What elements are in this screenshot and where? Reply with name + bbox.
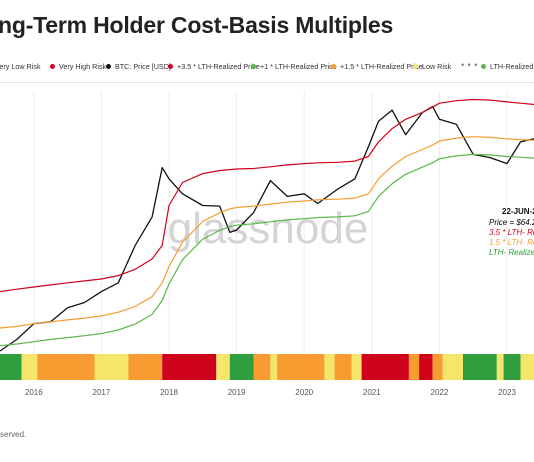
chart-legend: Very Low Risk Very High Risk BTC: Price … bbox=[0, 60, 534, 76]
x-axis-ticks: 2016 2017 2018 2019 2020 2021 2022 2023 bbox=[25, 388, 517, 397]
risk-segment-9 bbox=[270, 354, 278, 380]
legend-label-1-lth: +1 * LTH-Realized Price bbox=[260, 62, 337, 71]
legend-label-lth-realized: LTH-Realized Price bbox=[490, 62, 534, 71]
annotation-lth-realized: LTH- Realized bbox=[489, 248, 534, 257]
watermark-text: glassnode bbox=[168, 204, 369, 253]
risk-segment-19 bbox=[463, 354, 497, 380]
series-line-lth-realized-price bbox=[0, 153, 534, 347]
risk-segment-22 bbox=[520, 354, 534, 380]
legend-item-lth-realized[interactable]: LTH-Realized Price bbox=[481, 62, 534, 71]
legend-label-1-5-lth: +1.5 * LTH-Realized Price bbox=[340, 62, 423, 71]
risk-segment-6 bbox=[216, 354, 230, 380]
legend-item-very-low-risk[interactable]: Very Low Risk bbox=[0, 62, 41, 71]
annotation-date: 22-JUN-2 bbox=[502, 207, 534, 216]
legend-dot-low-risk bbox=[413, 64, 418, 69]
risk-segment-3 bbox=[94, 354, 129, 380]
risk-segment-7 bbox=[229, 354, 254, 380]
annotation-price: Price = $64.2 bbox=[489, 218, 534, 227]
risk-segment-8 bbox=[253, 354, 271, 380]
risk-segment-20 bbox=[496, 354, 504, 380]
annotation-3-5-lth: 3.5 * LTH- Rea bbox=[489, 228, 534, 237]
chart-plot: glassnode 2016 2017 2018 2019 2020 2021 2022 20… bbox=[0, 91, 534, 397]
chart-series bbox=[0, 98, 534, 352]
footer-text: served. bbox=[0, 430, 27, 439]
legend-item-btc-price[interactable]: BTC: Price [USD] bbox=[106, 62, 171, 71]
legend-item-low-risk[interactable]: Low Risk bbox=[413, 62, 451, 71]
legend-item-1-5-lth[interactable]: +1.5 * LTH-Realized Price bbox=[331, 62, 423, 71]
risk-segment-13 bbox=[351, 354, 362, 380]
risk-segment-21 bbox=[503, 354, 521, 380]
x-tick-label-2022: 2022 bbox=[431, 388, 449, 397]
legend-label-low-risk: Low Risk bbox=[422, 62, 452, 71]
risk-segment-2 bbox=[37, 354, 95, 380]
legend-dot-1-5-lth bbox=[331, 64, 336, 69]
risk-segment-5 bbox=[162, 354, 217, 380]
risk-band bbox=[0, 354, 534, 380]
risk-segment-14 bbox=[361, 354, 409, 380]
legend-more-icon[interactable]: • • • bbox=[461, 60, 478, 70]
risk-segment-17 bbox=[432, 354, 443, 380]
legend-dot-lth-realized bbox=[481, 64, 486, 69]
series-line-btc-price-usd bbox=[0, 105, 534, 352]
legend-dot-very-high-risk bbox=[50, 64, 55, 69]
x-tick-label-2016: 2016 bbox=[25, 388, 43, 397]
risk-segment-11 bbox=[324, 354, 335, 380]
series-line-1-5-lth-realized-price bbox=[0, 136, 534, 329]
risk-segment-15 bbox=[408, 354, 419, 380]
legend-item-1-lth[interactable]: +1 * LTH-Realized Price bbox=[251, 62, 337, 71]
risk-segment-12 bbox=[334, 354, 352, 380]
x-tick-label-2017: 2017 bbox=[93, 388, 111, 397]
risk-segment-0 bbox=[0, 354, 22, 380]
legend-divider bbox=[0, 82, 534, 83]
risk-segment-16 bbox=[419, 354, 433, 380]
legend-dot-3-5-lth bbox=[168, 64, 173, 69]
legend-label-btc-price: BTC: Price [USD] bbox=[115, 62, 171, 71]
chart-title: ng-Term Holder Cost-Basis Multiples bbox=[0, 12, 394, 38]
risk-segment-4 bbox=[128, 354, 163, 380]
series-line-3-5-lth-realized-price bbox=[0, 98, 534, 293]
risk-segment-10 bbox=[277, 354, 325, 380]
annotation-1-5-lth: 1.5 * LTH- Rea bbox=[489, 238, 534, 247]
legend-label-3-5-lth: +3.5 * LTH-Realized Price bbox=[177, 62, 260, 71]
legend-dot-1-lth bbox=[251, 64, 256, 69]
x-tick-label-2020: 2020 bbox=[295, 388, 313, 397]
legend-label-very-low-risk: Very Low Risk bbox=[0, 62, 41, 71]
x-tick-label-2019: 2019 bbox=[228, 388, 246, 397]
legend-item-very-high-risk[interactable]: Very High Risk bbox=[50, 62, 106, 71]
x-tick-label-2023: 2023 bbox=[498, 388, 516, 397]
x-tick-label-2021: 2021 bbox=[363, 388, 381, 397]
legend-item-3-5-lth[interactable]: +3.5 * LTH-Realized Price bbox=[168, 62, 260, 71]
legend-dot-btc-price bbox=[106, 64, 111, 69]
x-tick-label-2018: 2018 bbox=[160, 388, 178, 397]
legend-label-very-high-risk: Very High Risk bbox=[59, 62, 107, 71]
risk-segment-1 bbox=[21, 354, 38, 380]
risk-segment-18 bbox=[442, 354, 463, 380]
